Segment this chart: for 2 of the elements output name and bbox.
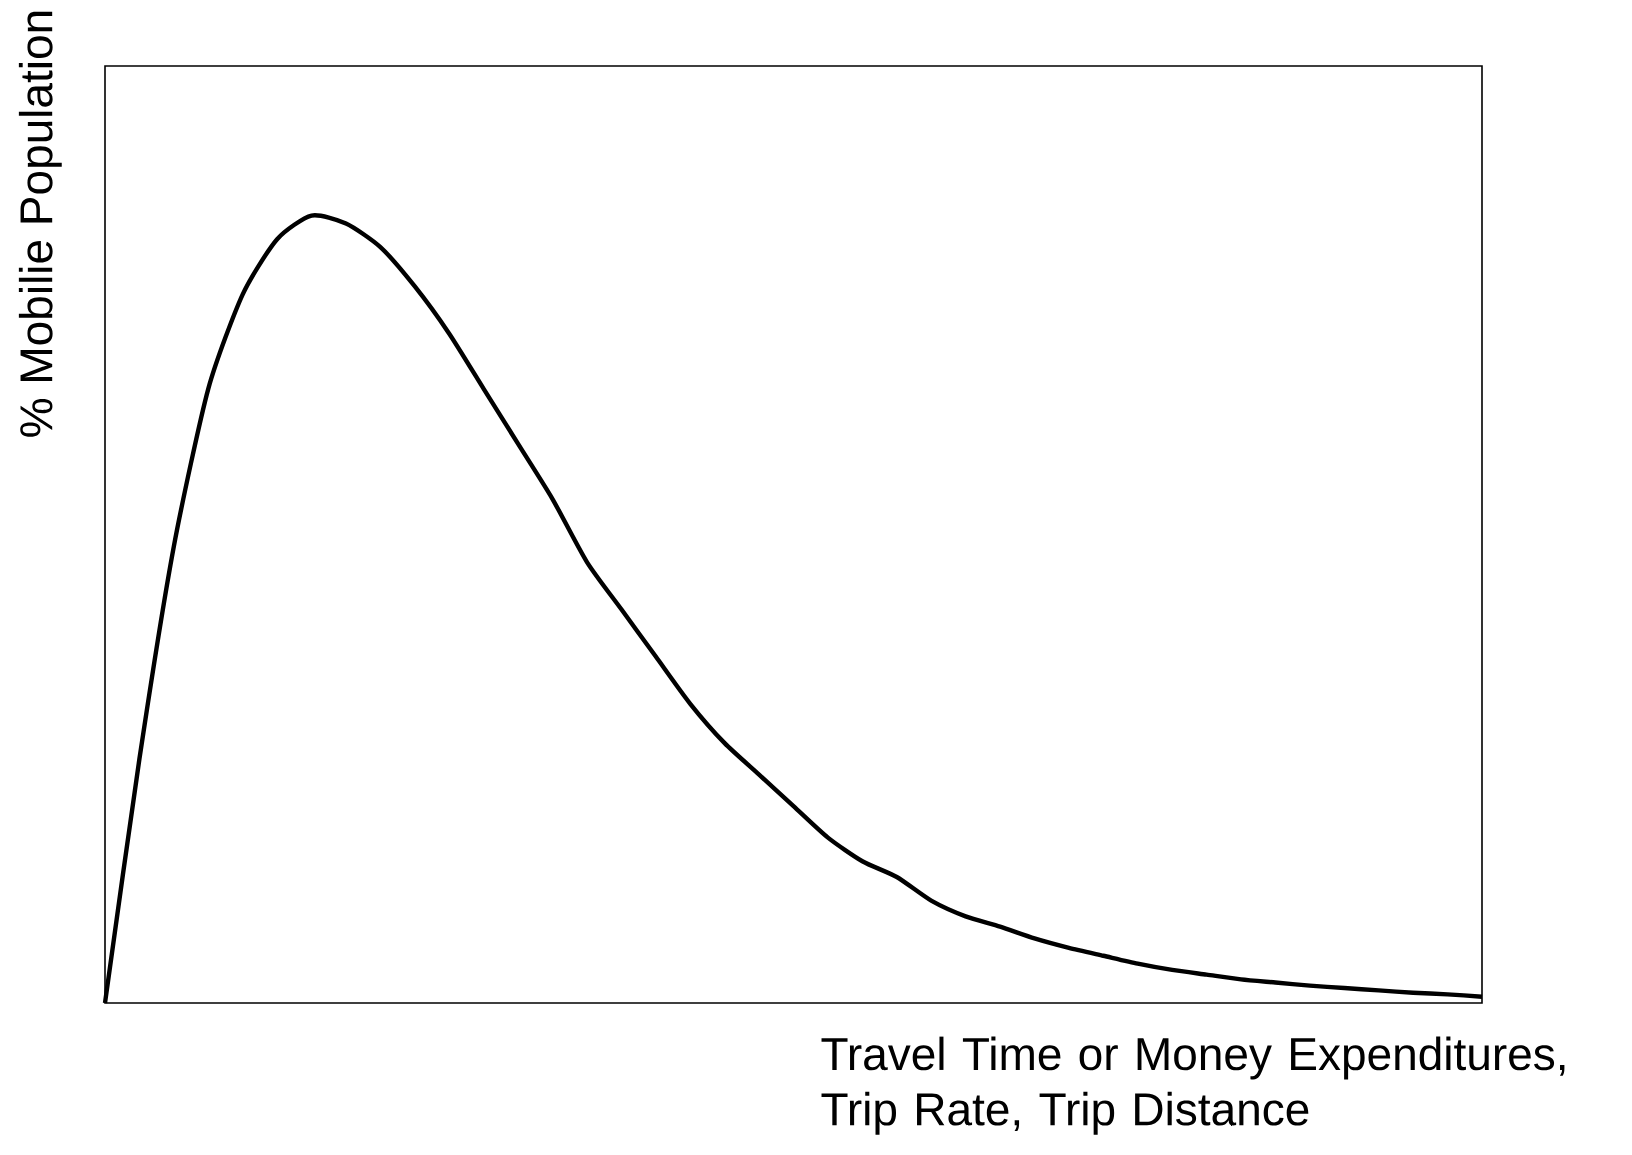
x-axis-title: Travel Time or Money Expenditures, Trip Rate, Trip Distance [821, 1036, 1565, 1135]
y-axis-title: % Mobilie Population [18, 11, 62, 437]
